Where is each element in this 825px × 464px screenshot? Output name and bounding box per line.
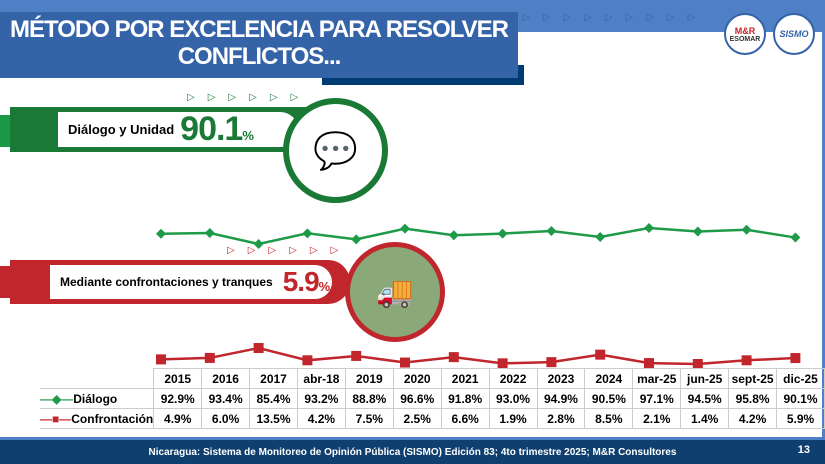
table-cell: 2.8% <box>536 408 586 429</box>
table-cell: 1.9% <box>488 408 538 429</box>
data-point <box>497 358 508 369</box>
page-number: 13 <box>797 444 810 456</box>
data-point <box>156 354 166 365</box>
data-point <box>448 352 459 363</box>
data-point <box>400 357 410 368</box>
table-cell: 2.5% <box>392 408 442 429</box>
data-point <box>546 225 557 236</box>
confrontacion-banner: Mediante confrontaciones y tranques 5.9% <box>10 260 350 304</box>
column-header: dic-25 <box>776 368 825 389</box>
table-cell: 4.2% <box>728 408 778 429</box>
column-header: 2020 <box>392 368 442 389</box>
data-point <box>595 349 606 360</box>
data-point <box>156 228 166 239</box>
roadblock-photo: 🚚 <box>345 242 445 342</box>
column-header: 2017 <box>249 368 298 389</box>
table-cell: 94.9% <box>536 388 586 409</box>
data-point <box>448 230 459 241</box>
table-cell: 93.4% <box>201 388 251 409</box>
data-point <box>692 359 703 369</box>
table-cell: 4.9% <box>153 408 203 429</box>
data-table: 2015 2016 2017 abr-18 2019 2020 2021 2022 2023 20… <box>40 368 825 429</box>
table-cell: 6.6% <box>440 408 490 429</box>
table-cell: 93.2% <box>296 388 346 409</box>
data-point <box>253 239 264 249</box>
table-cell: 90.5% <box>584 388 634 409</box>
table-cell: 5.9% <box>776 408 825 429</box>
column-header: 2019 <box>344 368 394 389</box>
table-cell: 1.4% <box>680 408 730 429</box>
data-point <box>302 355 313 366</box>
data-point <box>644 358 654 369</box>
table-cell: 92.9% <box>153 388 203 409</box>
side-bar <box>822 32 825 437</box>
data-point <box>253 343 264 354</box>
data-point <box>595 232 606 243</box>
column-header: 2016 <box>201 368 251 389</box>
footer: Nicaragua: Sistema de Monitoreo de Opini… <box>0 437 825 464</box>
page-title: MÉTODO POR EXCELENCIA PARA RESOLVER CONF… <box>0 12 518 78</box>
mr-consultores-logo: M&R ESOMAR <box>724 13 766 55</box>
data-point <box>741 224 752 235</box>
table-cell: 13.5% <box>249 408 298 429</box>
table-cell: 8.5% <box>584 408 634 429</box>
column-header: abr-18 <box>296 368 346 389</box>
decorative-arrows-green: ▷ ▷ ▷ ▷ ▷ ▷ <box>187 92 299 103</box>
table-cell: 97.1% <box>632 388 682 409</box>
dialogue-illustration: 💬 <box>283 98 388 203</box>
table-cell: 2.1% <box>632 408 682 429</box>
table-cell: 94.5% <box>680 388 730 409</box>
table-cell: 91.8% <box>440 388 490 409</box>
legend-dialogo: —◆—Diálogo <box>40 388 155 409</box>
table-cell: 95.8% <box>728 388 778 409</box>
column-header: sept-25 <box>728 368 778 389</box>
series-line-1 <box>160 346 796 366</box>
column-header: 2023 <box>536 368 586 389</box>
data-point <box>204 352 215 363</box>
data-point <box>644 222 654 233</box>
data-point <box>351 350 362 361</box>
table-cell: 90.1% <box>776 388 825 409</box>
decorative-arrows: ▷ ▷ ▷ ▷ ▷ ▷ ▷ ▷ ▷ <box>522 12 696 23</box>
table-cell: 88.8% <box>344 388 394 409</box>
table-cell: 93.0% <box>488 388 538 409</box>
data-point <box>741 355 752 366</box>
table-cell: 6.0% <box>201 408 251 429</box>
data-point <box>692 226 703 237</box>
table-cell: 96.6% <box>392 388 442 409</box>
legend-confrontacion: —■—Confrontación <box>40 408 155 429</box>
table-cell: 85.4% <box>249 388 298 409</box>
column-header: 2022 <box>488 368 538 389</box>
data-point <box>302 228 313 239</box>
column-header: 2015 <box>153 368 203 389</box>
data-point <box>400 223 410 234</box>
column-header: jun-25 <box>680 368 730 389</box>
series-line-0 <box>160 226 796 246</box>
data-point <box>497 228 508 239</box>
dialogo-banner: Diálogo y Unidad 90.1% <box>10 107 330 152</box>
data-point <box>790 232 801 243</box>
data-point <box>204 228 215 239</box>
data-point <box>790 353 801 364</box>
column-header: mar-25 <box>632 368 682 389</box>
data-point <box>546 357 557 368</box>
decorative-arrows-red: ▷ ▷ ▷ ▷ ▷ ▷ <box>227 245 339 256</box>
data-point <box>351 234 362 245</box>
column-header: 2021 <box>440 368 490 389</box>
table-cell: 7.5% <box>344 408 394 429</box>
sismo-logo: SISMO <box>773 13 815 55</box>
column-header: 2024 <box>584 368 634 389</box>
table-cell: 4.2% <box>296 408 346 429</box>
